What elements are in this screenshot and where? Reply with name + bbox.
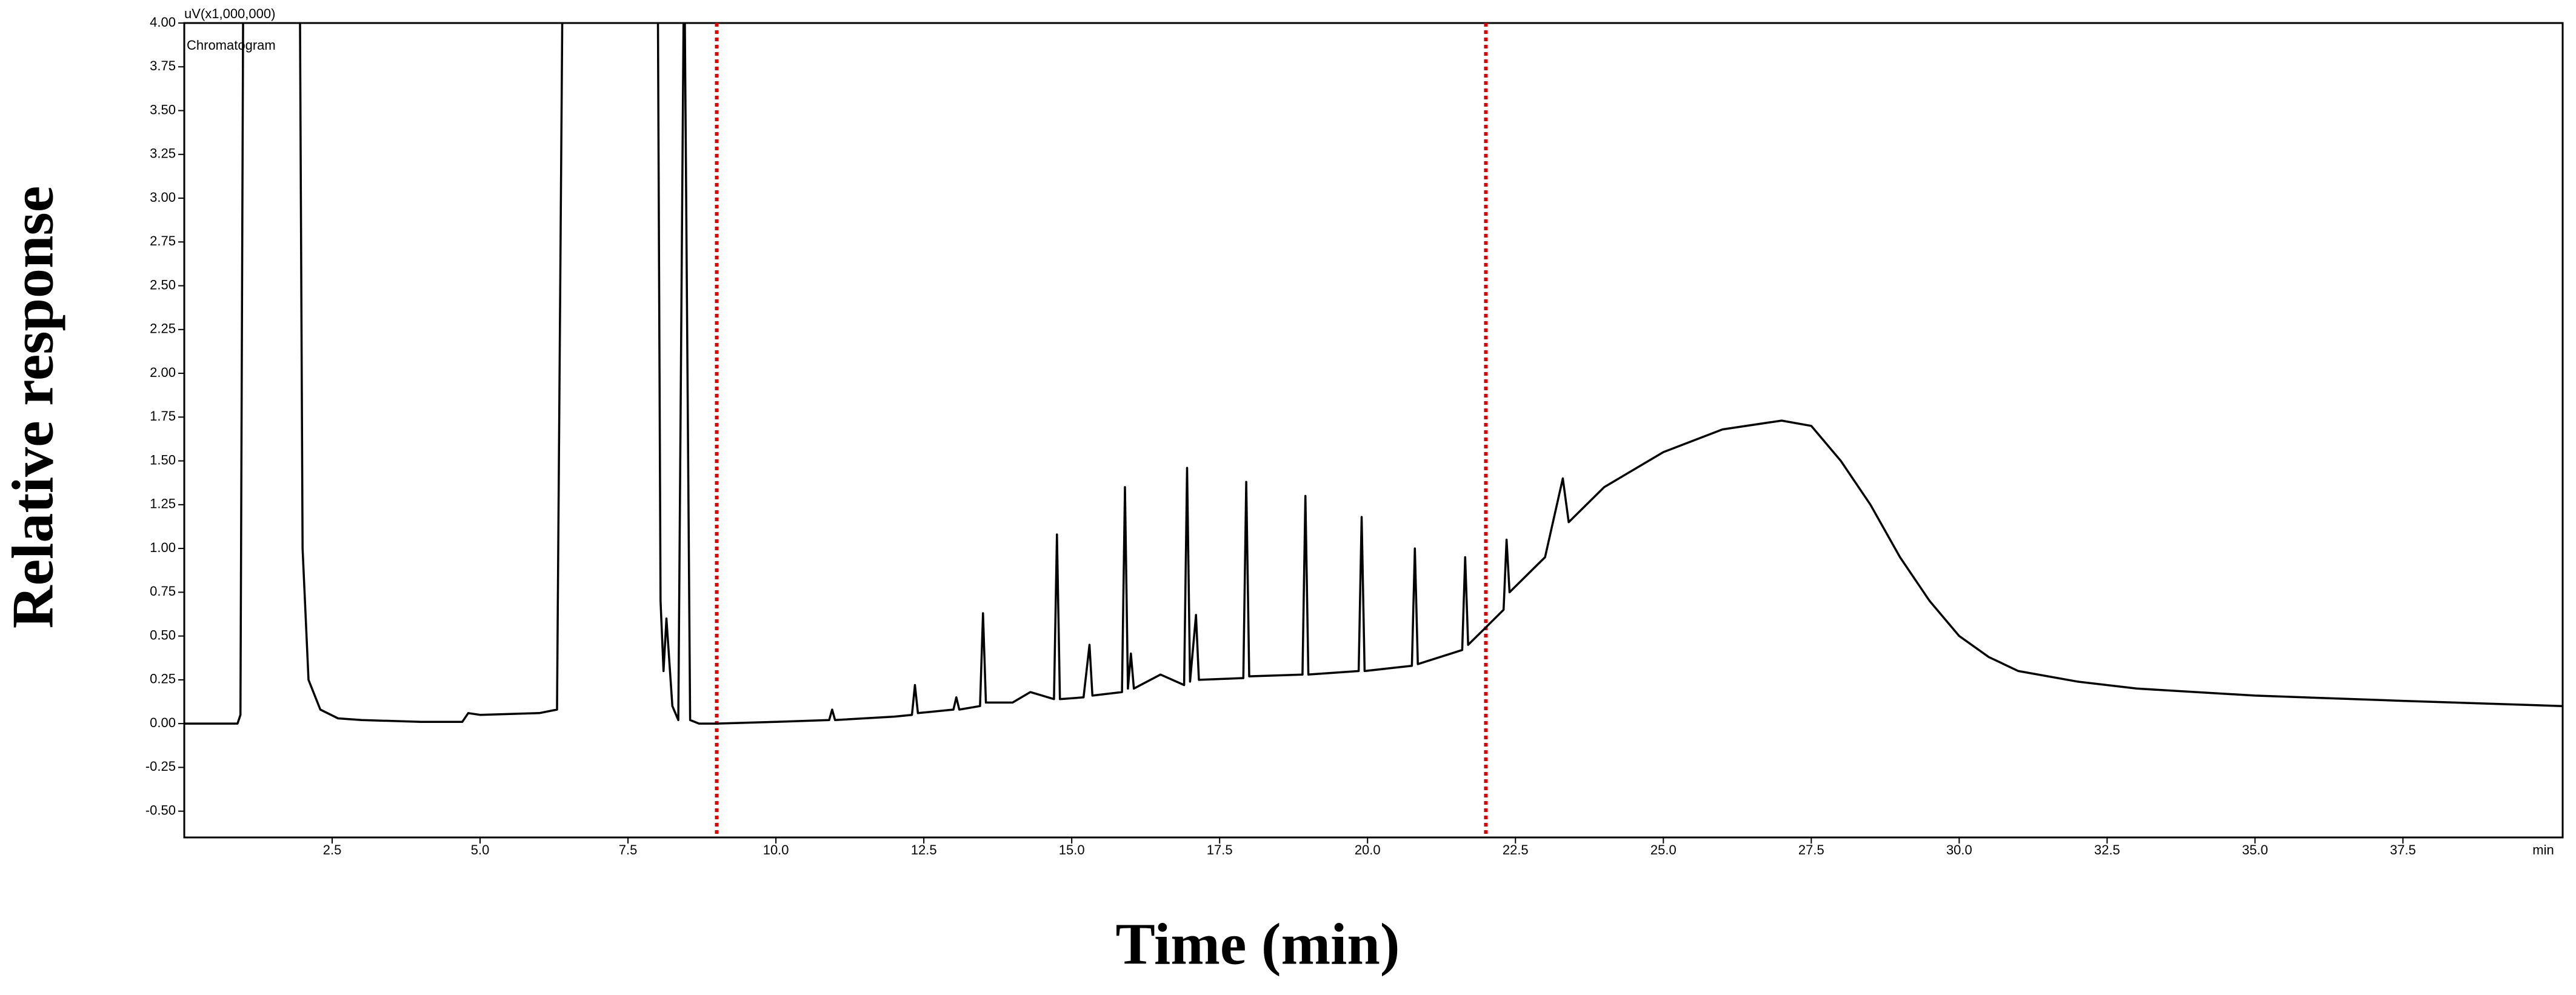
y-unit-label: uV(x1,000,000) <box>184 6 275 21</box>
y-tick-label: 3.50 <box>150 102 176 117</box>
y-tick-label: 3.25 <box>150 146 176 161</box>
y-tick-label: 0.25 <box>150 671 176 687</box>
plot-frame <box>183 22 2564 839</box>
x-tick-label: 32.5 <box>2094 842 2120 857</box>
y-tick-label: 2.25 <box>150 321 176 336</box>
y-tick-label: 2.50 <box>150 277 176 292</box>
y-tick-label: 1.75 <box>150 408 176 424</box>
y-tick-label: 0.00 <box>150 715 176 730</box>
x-tick-label: 25.0 <box>1650 842 1677 857</box>
y-tick-label: 1.00 <box>150 540 176 555</box>
y-tick-label: 3.75 <box>150 58 176 73</box>
x-tick-label: 20.0 <box>1355 842 1381 857</box>
x-tick-label: 17.5 <box>1207 842 1233 857</box>
x-tick-label: 27.5 <box>1798 842 1824 857</box>
x-tick-label: 10.0 <box>763 842 789 857</box>
y-tick-label: 0.75 <box>150 584 176 599</box>
y-tick-label: 4.00 <box>150 15 176 30</box>
y-tick-label: 2.00 <box>150 365 176 380</box>
y-tick-label: 1.25 <box>150 496 176 511</box>
x-tick-label: 7.5 <box>619 842 638 857</box>
series-label: Chromatogram <box>187 38 276 53</box>
y-tick-label: 3.00 <box>150 190 176 205</box>
x-tick-label: 35.0 <box>2242 842 2268 857</box>
x-tick-label: 37.5 <box>2390 842 2416 857</box>
x-axis-title: Time (min) <box>1115 911 1400 977</box>
x-tick-label: 5.0 <box>471 842 490 857</box>
y-tick-label: 2.75 <box>150 233 176 248</box>
y-tick-label: -0.25 <box>145 759 176 774</box>
y-tick-label: -0.50 <box>145 802 176 817</box>
data-line <box>184 23 2563 725</box>
y-tick-label: 1.50 <box>150 452 176 467</box>
y-axis-title: Relative response <box>0 186 65 628</box>
x-tick-label: 30.0 <box>1946 842 1972 857</box>
y-tick-label: 0.50 <box>150 627 176 642</box>
x-unit-label: min <box>2532 842 2554 857</box>
x-tick-label: 2.5 <box>323 842 342 857</box>
x-tick-label: 22.5 <box>1503 842 1529 857</box>
x-tick-label: 15.0 <box>1059 842 1085 857</box>
x-tick-label: 12.5 <box>911 842 937 857</box>
